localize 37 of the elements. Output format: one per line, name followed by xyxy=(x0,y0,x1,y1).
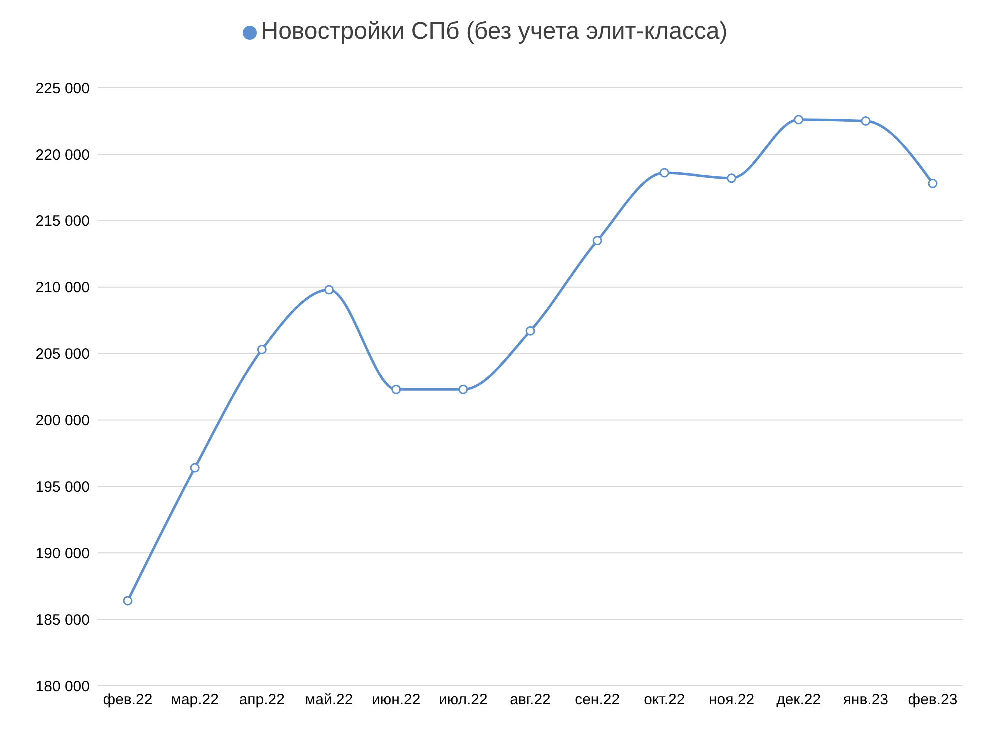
y-tick-label: 200 000 xyxy=(36,412,90,430)
point xyxy=(861,116,871,126)
y-tick-label: 225 000 xyxy=(36,80,90,98)
x-tick-label: сен.22 xyxy=(575,692,620,709)
x-tick-label: фев.23 xyxy=(908,692,958,709)
point xyxy=(190,463,200,473)
x-tick-label: янв.23 xyxy=(843,692,889,709)
point xyxy=(660,168,670,178)
y-tick-label: 205 000 xyxy=(36,346,90,364)
legend-label: Новостройки СПб (без учета элит-класса) xyxy=(261,18,728,45)
y-tick-label: 185 000 xyxy=(36,612,90,629)
point xyxy=(257,345,267,355)
point xyxy=(392,384,402,394)
point xyxy=(123,596,133,606)
x-tick-label: окт.22 xyxy=(644,692,686,709)
x-tick-label: мар.22 xyxy=(171,692,220,709)
point xyxy=(727,174,736,184)
x-tick-label: июл.22 xyxy=(438,692,488,709)
x-tick-label: апр.22 xyxy=(239,692,286,709)
y-tick-label: 210 000 xyxy=(36,280,90,297)
y-tick-label: 215 000 xyxy=(36,213,90,230)
y-tick-label: 220 000 xyxy=(36,146,90,164)
point xyxy=(592,236,602,246)
x-tick-label: фев.22 xyxy=(103,692,153,709)
x-tick-label: май.22 xyxy=(305,692,354,709)
x-tick-label: ноя.22 xyxy=(708,692,755,709)
x-tick-label: июн.22 xyxy=(372,692,421,709)
y-tick-label: 195 000 xyxy=(36,478,90,496)
point xyxy=(324,285,334,295)
point xyxy=(458,384,468,394)
y-tick-label: 180 000 xyxy=(36,678,90,696)
point xyxy=(526,326,536,336)
x-tick-label: дек.22 xyxy=(776,692,822,709)
point xyxy=(794,115,804,125)
x-tick-label: авг.22 xyxy=(510,692,551,709)
point xyxy=(928,178,938,188)
y-tick-label: 190 000 xyxy=(36,545,90,562)
